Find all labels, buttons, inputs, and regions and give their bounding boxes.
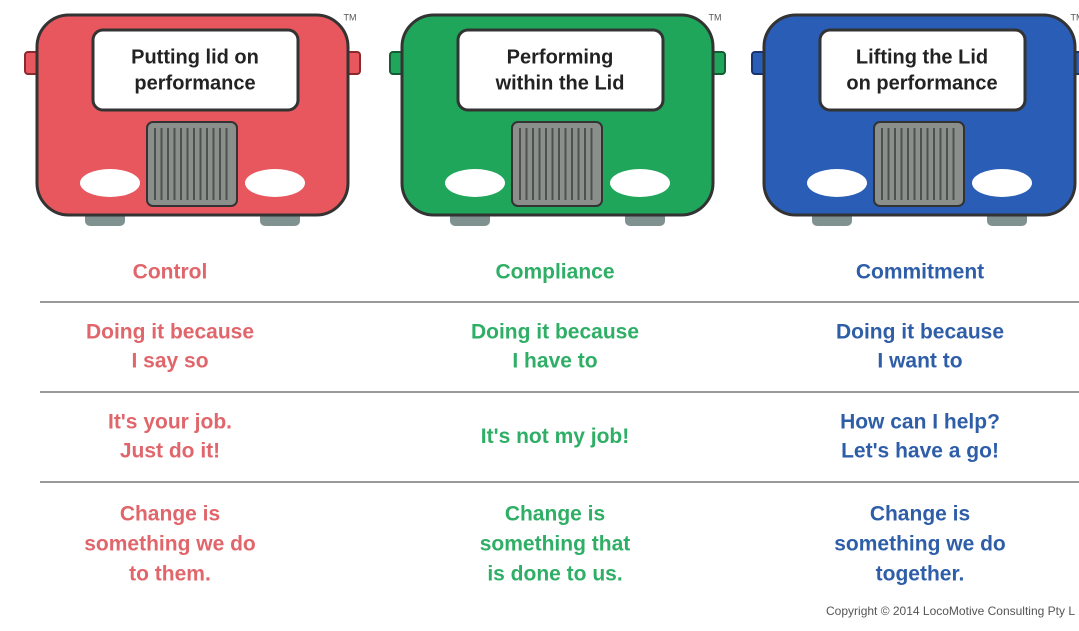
- row-text: Doing it because: [836, 321, 1004, 344]
- column-heading: Compliance: [495, 261, 614, 284]
- row-text: Change is: [870, 503, 970, 526]
- row-text: It's your job.: [108, 411, 232, 434]
- column-heading: Control: [133, 261, 208, 284]
- row-text: Doing it because: [471, 321, 639, 344]
- headlight: [972, 169, 1032, 197]
- row-text: something that: [480, 533, 631, 556]
- sign: [456, 28, 665, 112]
- trademark: TM: [1071, 12, 1079, 22]
- row-text: I have to: [512, 350, 597, 373]
- sign-text: performance: [134, 72, 255, 94]
- row-text: It's not my job!: [481, 425, 630, 448]
- sign-text: Performing: [507, 46, 614, 68]
- copyright: Copyright © 2014 LocoMotive Consulting P…: [826, 604, 1075, 618]
- sign: [91, 28, 300, 112]
- sign-text: Putting lid on: [131, 46, 259, 68]
- row-text: is done to us.: [487, 563, 622, 586]
- headlight: [610, 169, 670, 197]
- sign-text: within the Lid: [495, 72, 625, 94]
- trademark: TM: [344, 12, 357, 22]
- row-text: Doing it because: [86, 321, 254, 344]
- trademark: TM: [709, 12, 722, 22]
- row-text: How can I help?: [840, 411, 1000, 434]
- row-text: something we do: [84, 533, 256, 556]
- row-text: Change is: [505, 503, 605, 526]
- row-text: Let's have a go!: [841, 440, 999, 463]
- row-text: Just do it!: [120, 440, 220, 463]
- row-text: to them.: [129, 563, 211, 586]
- row-text: I say so: [131, 350, 208, 373]
- column-heading: Commitment: [856, 261, 984, 284]
- headlight: [245, 169, 305, 197]
- sign-text: on performance: [846, 72, 997, 94]
- sign-text: Lifting the Lid: [856, 46, 988, 68]
- headlight: [445, 169, 505, 197]
- row-text: I want to: [877, 350, 962, 373]
- row-text: something we do: [834, 533, 1006, 556]
- sign: [818, 28, 1027, 112]
- row-text: together.: [876, 563, 965, 586]
- headlight: [807, 169, 867, 197]
- row-text: Change is: [120, 503, 220, 526]
- headlight: [80, 169, 140, 197]
